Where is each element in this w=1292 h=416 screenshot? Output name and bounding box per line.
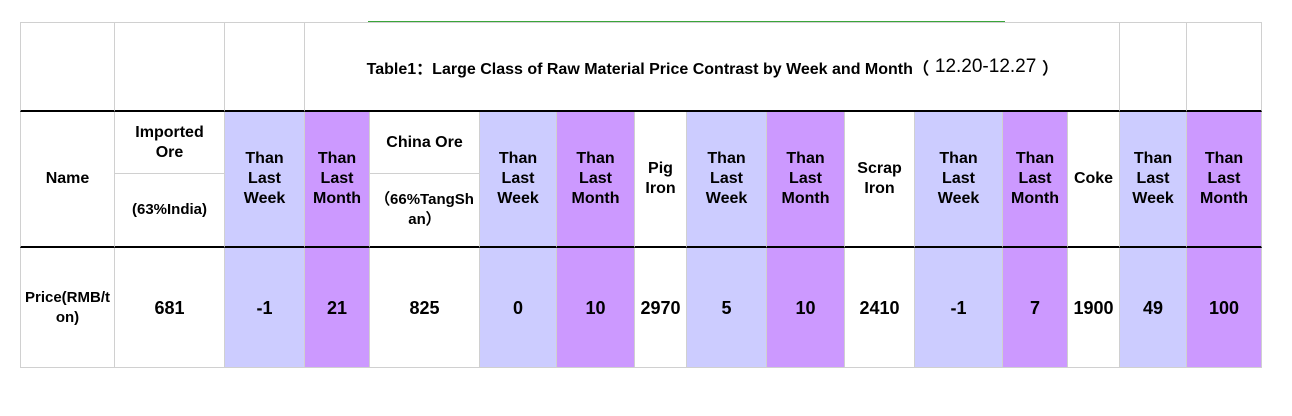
header-text: Than Last Month [571, 150, 620, 207]
price-value: 49 [1142, 297, 1164, 318]
data-cell: -1 [225, 248, 305, 368]
price-value: 0 [512, 297, 523, 318]
header-cell: Than Last Week [1120, 112, 1187, 248]
header-cell: Than Last Month [1187, 112, 1262, 248]
header-text: Than Last Week [243, 150, 286, 207]
price-value: -1 [950, 297, 967, 318]
data-cell: Price(RMB/ton) [20, 248, 115, 368]
price-value: 10 [795, 297, 816, 318]
header-text: Than Last Week [497, 150, 539, 207]
header-text: China Ore [386, 133, 463, 151]
header-cell: Pig Iron [635, 112, 687, 248]
row-label: Price(RMB/ton) [24, 288, 110, 326]
header-text: Name [45, 170, 90, 187]
price-value: 825 [409, 297, 440, 318]
header-sub-cell: (63%India) [115, 174, 225, 248]
header-cell: Than Last Month [557, 112, 635, 248]
data-cell: 10 [557, 248, 635, 368]
title-row-cell [1187, 22, 1262, 112]
title-row-cell [1120, 22, 1187, 112]
price-value: 5 [721, 297, 732, 318]
header-cell: Than Last Week [225, 112, 305, 248]
price-value: 2970 [640, 297, 681, 318]
header-text: Imported Ore [135, 123, 204, 161]
data-cell: 5 [687, 248, 767, 368]
header-text: Than Last Week [705, 150, 748, 207]
header-cell: China Ore [370, 112, 480, 174]
price-value: 2410 [859, 297, 900, 318]
price-value: 681 [154, 297, 185, 318]
table-title: Table1：Large Class of Raw Material Price… [305, 22, 1120, 112]
title-text: Table1：Large Class of Raw Material Price… [366, 61, 929, 78]
price-value: 100 [1208, 297, 1240, 318]
header-sub-cell: （66%TangShan） [370, 174, 480, 248]
price-value: 21 [326, 297, 348, 318]
header-sub-text: （66%TangShan） [375, 191, 474, 228]
header-sub-text: (63%India) [131, 201, 207, 218]
title-period: 12.20-12.27 [934, 56, 1037, 77]
price-value: -1 [256, 297, 273, 318]
header-text: Scrap Iron [857, 160, 902, 197]
data-cell: -1 [915, 248, 1003, 368]
header-text: Than Last Month [1011, 150, 1059, 207]
header-text: Pig Iron [645, 160, 676, 197]
data-cell: 49 [1120, 248, 1187, 368]
title-cell [305, 22, 1120, 112]
header-cell: Than Last Week [687, 112, 767, 248]
title-row-cell [115, 22, 225, 112]
title-row-cell [225, 22, 305, 112]
data-cell: 100 [1187, 248, 1262, 368]
title-row-cell [20, 22, 115, 112]
header-cell: Scrap Iron [845, 112, 915, 248]
header-cell: Than Last Month [767, 112, 845, 248]
data-cell: 2410 [845, 248, 915, 368]
header-text: Than Last Month [313, 150, 361, 207]
header-text: Than Last Week [1132, 150, 1174, 207]
price-value: 1900 [1073, 297, 1114, 318]
data-cell: 10 [767, 248, 845, 368]
header-text: Than Last Month [1200, 150, 1248, 207]
data-cell: 0 [480, 248, 557, 368]
header-cell: Than Last Month [305, 112, 370, 248]
price-value: 7 [1029, 297, 1040, 318]
data-cell: 681 [115, 248, 225, 368]
header-cell: Than Last Week [480, 112, 557, 248]
data-cell: 825 [370, 248, 480, 368]
title-close: ） [1042, 61, 1059, 78]
price-value: 10 [585, 297, 606, 318]
header-text: Than Last Week [937, 150, 980, 207]
data-cell: 21 [305, 248, 370, 368]
header-cell: Name [20, 112, 115, 248]
header-cell: Coke [1068, 112, 1120, 248]
header-cell: Than Last Month [1003, 112, 1068, 248]
data-cell: 7 [1003, 248, 1068, 368]
header-text: Coke [1073, 170, 1114, 187]
header-text: Than Last Month [781, 150, 830, 207]
data-cell: 2970 [635, 248, 687, 368]
data-cell: 1900 [1068, 248, 1120, 368]
header-cell: Imported Ore [115, 112, 225, 174]
header-cell: Than Last Week [915, 112, 1003, 248]
